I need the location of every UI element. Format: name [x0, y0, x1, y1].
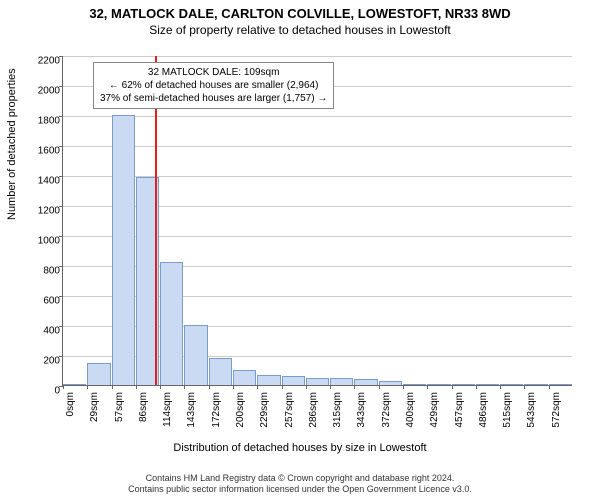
gridline	[63, 146, 572, 147]
histogram-bar	[112, 115, 135, 385]
histogram-bar	[282, 376, 305, 385]
annotation-line1: 32 MATLOCK DALE: 109sqm	[100, 66, 327, 79]
histogram-bar	[427, 384, 450, 385]
histogram-bar	[500, 384, 523, 385]
histogram-bar	[330, 378, 353, 386]
gridline	[63, 56, 572, 57]
histogram-bar	[160, 262, 183, 385]
histogram-chart: 0sqm29sqm57sqm86sqm114sqm143sqm172sqm200…	[62, 56, 572, 386]
footer-line1: Contains HM Land Registry data © Crown c…	[0, 473, 600, 485]
histogram-bar	[403, 384, 426, 386]
histogram-bar	[452, 384, 475, 385]
histogram-bar	[306, 378, 329, 386]
histogram-bar	[257, 375, 280, 386]
annotation-line2: ← 62% of detached houses are smaller (2,…	[100, 79, 327, 92]
histogram-bar	[476, 384, 499, 385]
page-title: 32, MATLOCK DALE, CARLTON COLVILLE, LOWE…	[0, 0, 600, 21]
gridline	[63, 116, 572, 117]
footer-attribution: Contains HM Land Registry data © Crown c…	[0, 473, 600, 496]
footer-line2: Contains public sector information licen…	[0, 484, 600, 496]
histogram-bar	[184, 325, 207, 385]
histogram-bar	[87, 363, 110, 386]
histogram-bar	[379, 381, 402, 386]
histogram-bar	[233, 370, 256, 385]
x-axis-label: Distribution of detached houses by size …	[0, 442, 600, 454]
annotation-line3: 37% of semi-detached houses are larger (…	[100, 92, 327, 105]
histogram-bar	[549, 384, 572, 385]
page-subtitle: Size of property relative to detached ho…	[0, 21, 600, 37]
histogram-bar	[63, 384, 86, 385]
annotation-box: 32 MATLOCK DALE: 109sqm← 62% of detached…	[93, 62, 334, 109]
histogram-bar	[354, 379, 377, 385]
histogram-bar	[209, 358, 232, 385]
y-axis-label: Number of detached properties	[6, 68, 18, 220]
histogram-bar	[524, 384, 547, 385]
